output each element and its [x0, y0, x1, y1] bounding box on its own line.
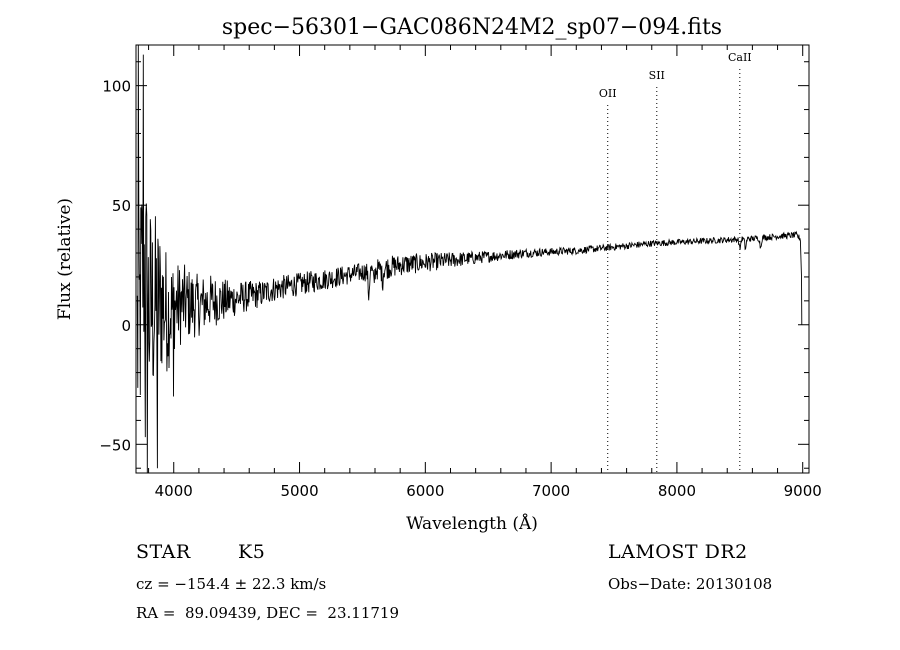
y-tick-label: 100: [102, 78, 131, 96]
x-axis-label: Wavelength (Å): [406, 513, 538, 534]
line-marker-label: CaII: [728, 51, 752, 64]
x-tick-label: 4000: [155, 482, 193, 500]
y-tick-labels: −50 0 50 100: [99, 78, 131, 455]
x-tick-labels: 4000 5000 6000 7000 8000 9000: [155, 482, 822, 500]
redshift-velocity: cz = −154.4 ± 22.3 km/s: [136, 575, 327, 593]
x-tick-label: 7000: [532, 482, 570, 500]
observation-date: Obs−Date: 20130108: [608, 575, 773, 593]
object-subclass: K5: [238, 541, 266, 563]
survey-name: LAMOST DR2: [608, 541, 748, 563]
spectrum-series: [136, 44, 803, 474]
y-tick-label: −50: [99, 436, 131, 454]
chart-title: spec−56301−GAC086N24M2_sp07−094.fits: [222, 15, 722, 40]
y-tick-label: 50: [112, 197, 131, 215]
x-tick-label: 8000: [658, 482, 696, 500]
line-marker-label: SII: [649, 69, 665, 82]
y-axis-label: Flux (relative): [55, 198, 75, 320]
line-marker-label: OII: [599, 87, 617, 100]
x-tick-label: 5000: [280, 482, 318, 500]
spectrum-line: [136, 44, 803, 474]
sky-coordinates: RA = 89.09439, DEC = 23.11719: [136, 604, 400, 622]
emission-line-markers: OII SII CaII: [599, 51, 752, 473]
x-tick-label: 9000: [784, 482, 822, 500]
x-tick-label: 6000: [406, 482, 444, 500]
axis-ticks: [136, 45, 809, 473]
object-class: STAR: [136, 541, 191, 563]
y-tick-label: 0: [121, 317, 131, 335]
plot-frame: [135, 44, 810, 474]
